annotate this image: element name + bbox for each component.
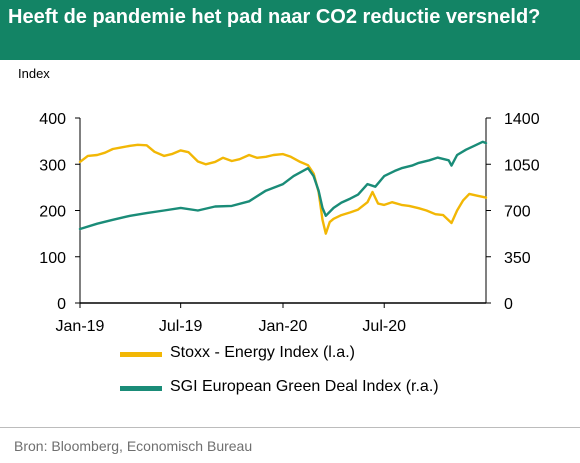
left-axis-tick-label: 300: [39, 157, 66, 174]
right-axis-tick-label: 350: [504, 250, 531, 267]
legend-swatch-energy: [120, 352, 162, 357]
title-bar: Heeft de pandemie het pad naar CO2 reduc…: [0, 0, 580, 60]
series-line-energy: [78, 143, 488, 235]
left-axis-tick-label: 0: [57, 296, 66, 313]
x-axis-tick-label: Jan-19: [56, 318, 105, 335]
legend-label-green-deal: SGI European Green Deal Index (r.a.): [170, 378, 439, 395]
legend-label-energy: Stoxx - Energy Index (l.a.): [170, 344, 355, 361]
source-note: Bron: Bloomberg, Economisch Bureau: [14, 438, 253, 454]
line-chart: 0 100 200 300 400 0 350 700 1050 1400 Jan-19 Jul-19…: [39, 111, 540, 335]
left-axis-tick-label: 400: [39, 111, 66, 128]
x-axis-tick-label: Jul-19: [159, 318, 203, 335]
chart-title: Heeft de pandemie het pad naar CO2 reduc…: [8, 6, 541, 28]
x-axis-tick-label: Jan-20: [259, 318, 308, 335]
left-axis-tick-label: 100: [39, 250, 66, 267]
series-line-green-deal: [78, 140, 488, 231]
right-axis-tick-label: 0: [504, 296, 513, 313]
left-axis-tick-label: 200: [39, 204, 66, 221]
right-axis-tick-label: 700: [504, 204, 531, 221]
footer-divider: [0, 427, 580, 428]
legend-swatch-green-deal: [120, 386, 162, 391]
x-axis-tick-label: Jul-20: [362, 318, 406, 335]
right-axis-tick-label: 1050: [504, 157, 540, 174]
right-axis-tick-label: 1400: [504, 111, 540, 128]
left-axis-unit-label: Index: [18, 66, 50, 81]
